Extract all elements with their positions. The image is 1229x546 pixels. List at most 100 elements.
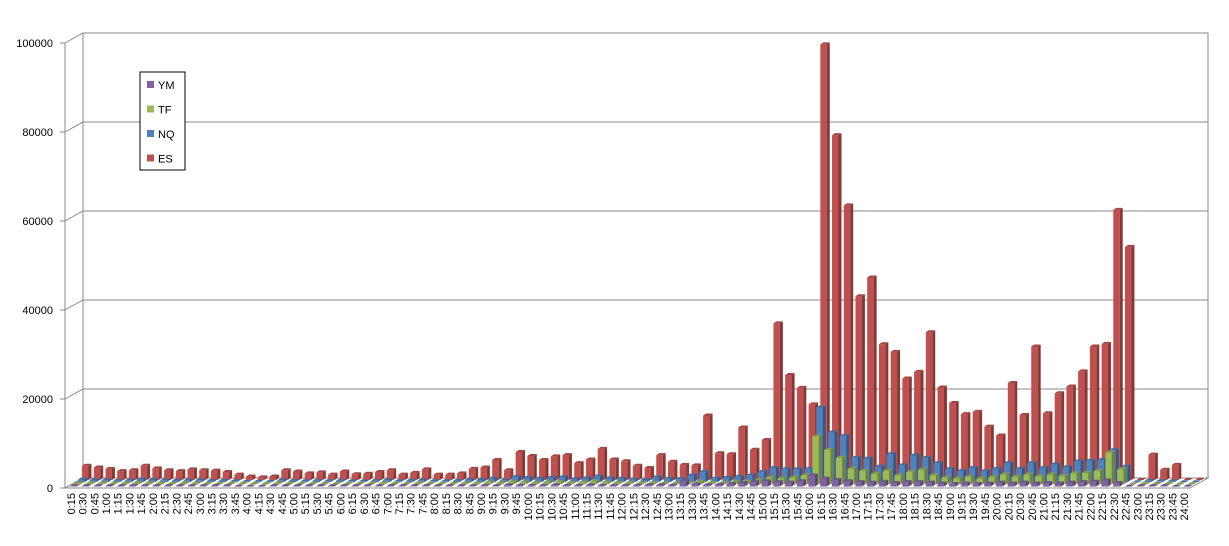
- bar-top: [1191, 480, 1201, 483]
- bar-top: [386, 484, 397, 487]
- bar-side: [893, 452, 897, 483]
- bar-top: [285, 481, 295, 484]
- bar-side: [619, 481, 623, 485]
- bar: [1160, 467, 1170, 480]
- bar-front: [859, 471, 866, 485]
- bar-side: [990, 424, 994, 480]
- bar: [578, 480, 588, 485]
- bar-top: [1109, 448, 1119, 451]
- bar-top: [265, 479, 276, 482]
- bar-top: [960, 412, 971, 415]
- bar: [687, 473, 697, 483]
- y-tick-label: 80000: [22, 127, 53, 139]
- bar-front: [413, 483, 421, 485]
- bar-top: [1113, 481, 1123, 484]
- x-tick-label: 20:00: [992, 493, 1004, 521]
- bar-side: [346, 484, 350, 487]
- bar-front: [824, 449, 831, 485]
- bar-side: [924, 467, 928, 485]
- bar-top: [289, 478, 299, 481]
- bar-top: [1148, 452, 1158, 455]
- bar-side: [107, 478, 111, 483]
- bar-side: [287, 484, 291, 487]
- bar-top: [351, 484, 361, 487]
- bar-front: [351, 474, 359, 480]
- bar-side: [635, 477, 639, 483]
- bar-side: [100, 484, 104, 487]
- bar-side: [182, 484, 186, 487]
- bar-top: [363, 471, 373, 474]
- x-tick-label: 15:30: [781, 493, 793, 521]
- bar-top: [437, 481, 447, 484]
- bar: [925, 480, 936, 487]
- bar-side: [135, 483, 139, 487]
- bar-top: [984, 424, 994, 427]
- bar-front: [1070, 473, 1077, 485]
- bar-front: [578, 482, 585, 485]
- bar: [964, 474, 975, 485]
- bar-side: [369, 471, 373, 480]
- bar: [702, 483, 713, 487]
- bar-side: [424, 478, 428, 483]
- bar-top: [601, 480, 611, 483]
- bar-side: [162, 481, 166, 485]
- bar-front: [882, 471, 890, 485]
- bar: [171, 478, 182, 483]
- bar: [628, 477, 639, 483]
- bar-side: [236, 479, 240, 483]
- bar-front: [378, 483, 386, 485]
- bar-side: [111, 484, 115, 487]
- bar-front: [457, 473, 464, 480]
- x-tick-label: 2:45: [183, 493, 195, 514]
- bar-side: [537, 481, 541, 485]
- bar-top: [820, 476, 830, 479]
- bar: [421, 484, 432, 487]
- bar: [933, 461, 943, 483]
- bar: [785, 372, 795, 480]
- bar-front: [890, 483, 897, 487]
- bar: [515, 449, 526, 480]
- bar-side: [705, 469, 709, 483]
- bar-front: [917, 469, 925, 485]
- bar-side: [88, 463, 92, 480]
- bar-side: [455, 481, 459, 485]
- bar-top: [187, 467, 197, 470]
- bar-top: [199, 468, 209, 471]
- bar-side: [721, 482, 725, 487]
- bar-top: [679, 462, 690, 465]
- bar: [304, 471, 315, 480]
- bar: [82, 463, 92, 480]
- bar-top: [730, 480, 740, 483]
- bar: [714, 482, 725, 487]
- bar: [597, 483, 607, 487]
- bar-side: [1143, 484, 1147, 487]
- bar-top: [421, 467, 432, 470]
- bar: [1023, 472, 1033, 485]
- bar-top: [976, 476, 986, 479]
- x-tick-label: 12:00: [617, 493, 629, 521]
- bar: [714, 451, 725, 480]
- bar-side: [592, 457, 596, 480]
- bar-side: [666, 481, 670, 485]
- bar-front: [761, 481, 769, 487]
- bar-top: [1019, 480, 1029, 483]
- bar-top: [960, 481, 971, 484]
- bar-front: [949, 483, 956, 487]
- bar-side: [603, 483, 607, 487]
- bar: [1148, 484, 1158, 487]
- bar-front: [82, 465, 89, 480]
- bar-top: [1089, 479, 1100, 482]
- bar-front: [433, 474, 441, 480]
- bar-top: [746, 473, 756, 476]
- bar-side: [979, 409, 983, 480]
- bar-side: [1076, 471, 1080, 485]
- bar-front: [1031, 346, 1038, 480]
- bar-side: [850, 479, 854, 487]
- x-tick-label: 13:30: [687, 493, 699, 521]
- bar-top: [867, 480, 877, 483]
- bar-front: [628, 479, 636, 483]
- bar-side: [1111, 450, 1115, 485]
- bar-top: [187, 484, 197, 487]
- bar-top: [113, 478, 123, 481]
- bar-front: [976, 478, 983, 485]
